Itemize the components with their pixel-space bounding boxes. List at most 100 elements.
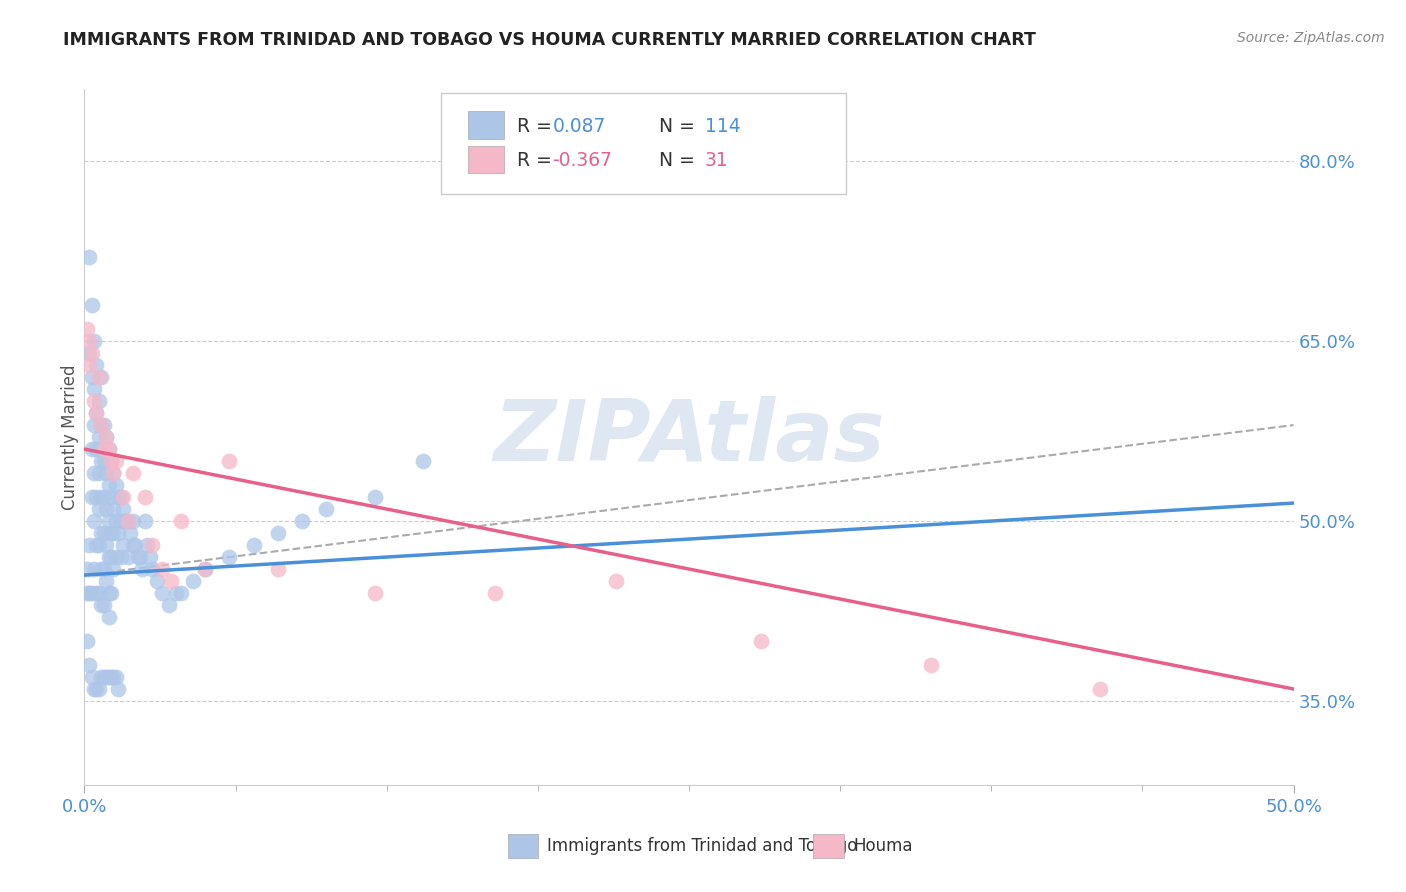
Point [93,490,115,504]
Point [94,502,117,516]
Point [97,610,120,624]
Text: R =: R = [517,117,553,136]
Point [90,418,112,433]
Point [76,562,98,576]
Point [90,598,112,612]
Point [110,514,132,528]
Text: R =: R = [517,152,553,170]
Point [93,442,115,456]
Point [363,586,385,600]
Point [100,454,122,468]
Point [157,598,180,612]
Point [150,586,173,600]
Point [83,562,105,576]
Point [134,490,156,504]
Point [80,490,103,504]
Point [218,549,240,564]
Point [121,466,143,480]
Point [87,538,110,552]
Point [83,334,105,348]
Point [114,514,136,528]
Point [605,574,627,588]
Point [83,514,105,528]
Point [117,549,139,564]
Point [107,490,129,504]
Point [90,418,112,433]
Point [103,562,125,576]
Point [76,634,98,648]
Point [86,586,108,600]
Point [77,358,100,372]
Point [87,681,110,696]
Point [86,358,108,372]
Point [141,538,163,552]
Text: Houma: Houma [853,838,912,855]
Point [117,514,139,528]
Point [77,658,100,673]
Point [93,454,115,468]
Text: 114: 114 [704,117,741,136]
Point [103,466,125,480]
Point [87,370,110,384]
Point [104,478,127,492]
Point [170,586,193,600]
Point [131,562,153,576]
Point [100,454,122,468]
Point [77,250,100,264]
Point [121,538,143,552]
Point [218,454,240,468]
Point [110,549,132,564]
Text: IMMIGRANTS FROM TRINIDAD AND TOBAGO VS HOUMA CURRENTLY MARRIED CORRELATION CHART: IMMIGRANTS FROM TRINIDAD AND TOBAGO VS H… [63,31,1036,49]
Point [1088,681,1111,696]
Text: Source: ZipAtlas.com: Source: ZipAtlas.com [1237,31,1385,45]
Point [117,514,139,528]
Point [103,670,125,684]
Point [90,562,112,576]
Point [97,670,120,684]
Point [267,562,290,576]
Point [83,382,105,396]
Point [94,430,117,444]
Point [112,490,135,504]
Point [80,670,103,684]
Point [291,514,314,528]
Point [90,526,112,541]
FancyBboxPatch shape [508,834,538,858]
Point [97,549,120,564]
Point [87,430,110,444]
Point [165,586,187,600]
Point [107,681,129,696]
Point [90,454,112,468]
Text: Immigrants from Trinidad and Tobago: Immigrants from Trinidad and Tobago [547,838,858,855]
Point [103,526,125,541]
Point [267,526,290,541]
Point [86,681,108,696]
Point [80,298,103,312]
Point [751,634,773,648]
Point [97,442,120,456]
Point [83,394,105,409]
Point [93,562,115,576]
Point [93,598,115,612]
Point [77,334,100,348]
Point [97,586,120,600]
FancyBboxPatch shape [441,93,846,194]
Point [76,586,98,600]
Point [94,538,117,552]
Point [86,442,108,456]
Point [93,418,115,433]
Point [141,562,163,576]
Point [77,586,100,600]
Point [194,562,217,576]
Text: -0.367: -0.367 [553,152,612,170]
Point [104,549,127,564]
Point [80,346,103,360]
Point [112,502,135,516]
Point [110,490,132,504]
Point [129,549,152,564]
Point [104,514,127,528]
Point [100,490,122,504]
Point [121,514,143,528]
Point [97,478,120,492]
Text: 0.087: 0.087 [553,117,606,136]
